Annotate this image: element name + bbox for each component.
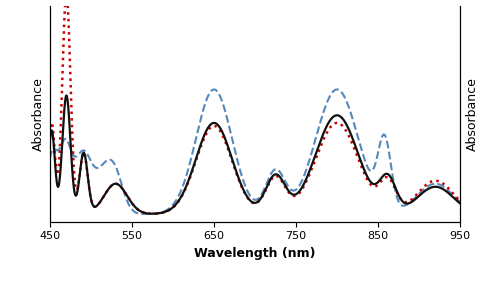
X-axis label: Wavelength (nm): Wavelength (nm) [194, 247, 316, 260]
Y-axis label: Absorbance: Absorbance [32, 77, 44, 151]
Y-axis label: Absorbance: Absorbance [466, 77, 478, 151]
